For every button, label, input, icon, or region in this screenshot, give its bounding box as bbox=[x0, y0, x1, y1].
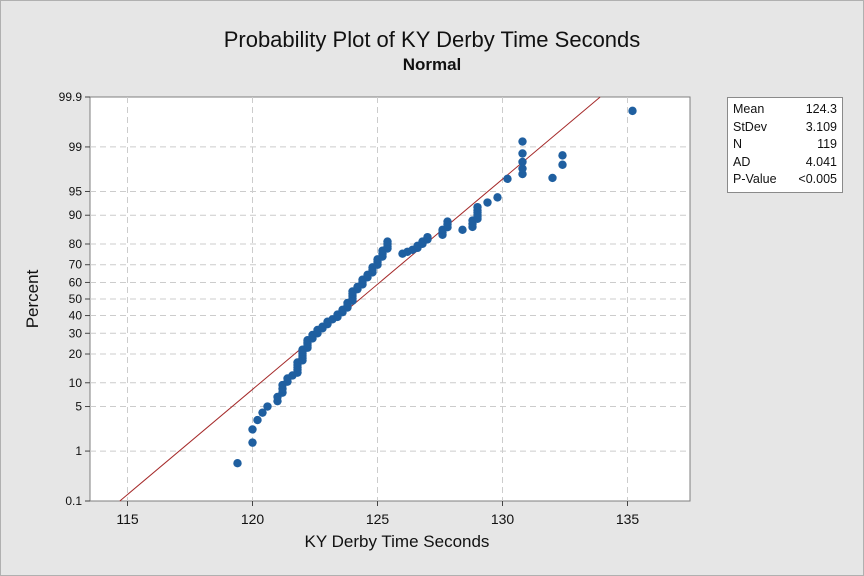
data-point bbox=[263, 402, 272, 411]
chart-subtitle: Normal bbox=[403, 55, 462, 74]
x-tick-label: 130 bbox=[491, 511, 515, 527]
data-point bbox=[503, 174, 512, 184]
data-point bbox=[248, 438, 257, 447]
stat-label: Mean bbox=[733, 102, 765, 116]
y-tick-label: 10 bbox=[69, 376, 83, 390]
x-tick-label: 120 bbox=[241, 511, 265, 527]
gridlines bbox=[90, 97, 690, 501]
y-tick-label: 95 bbox=[69, 184, 83, 198]
stat-label: StDev bbox=[733, 119, 768, 134]
stat-row-pvalue: P-Value <0.005 bbox=[733, 171, 837, 189]
y-axis-ticks: 0.1 1 5 10 20 30 40 50 60 70 80 90 95 99 99.9 bbox=[59, 90, 90, 508]
y-tick-label: 80 bbox=[69, 237, 83, 251]
stat-row-mean: Mean 124.3 bbox=[733, 101, 837, 119]
y-tick-label: 99 bbox=[69, 140, 83, 154]
y-tick-label: 70 bbox=[69, 258, 83, 272]
data-point bbox=[483, 198, 492, 207]
data-point bbox=[473, 202, 482, 212]
y-tick-label: 60 bbox=[69, 275, 83, 289]
y-tick-label: 40 bbox=[69, 309, 83, 323]
data-point bbox=[518, 157, 527, 167]
y-tick-label: 90 bbox=[69, 208, 83, 222]
data-point bbox=[518, 137, 527, 146]
x-axis-ticks: 115 120 125 130 135 bbox=[116, 501, 639, 527]
data-point bbox=[423, 232, 432, 242]
data-point bbox=[628, 106, 637, 116]
data-point bbox=[258, 408, 267, 417]
stat-label: N bbox=[733, 137, 743, 151]
data-point bbox=[558, 151, 567, 160]
data-point bbox=[518, 149, 527, 158]
data-point bbox=[443, 217, 452, 226]
y-tick-label: 30 bbox=[69, 326, 83, 340]
stat-value: 4.041 bbox=[805, 154, 837, 169]
stat-value: <0.005 bbox=[798, 172, 837, 186]
y-tick-label: 99.9 bbox=[59, 90, 83, 104]
x-tick-label: 115 bbox=[116, 511, 139, 527]
data-point bbox=[233, 459, 242, 468]
x-axis-label: KY Derby Time Seconds bbox=[305, 532, 490, 551]
statistics-legend: Mean 124.3 StDev 3.109 N 119 AD 4.041 P-… bbox=[727, 97, 843, 193]
data-point bbox=[493, 193, 502, 202]
stat-value: 3.109 bbox=[805, 119, 837, 134]
data-point bbox=[253, 415, 262, 425]
y-axis-label: Percent bbox=[23, 269, 42, 328]
data-point bbox=[548, 173, 557, 183]
data-point bbox=[248, 425, 257, 434]
stat-row-ad: AD 4.041 bbox=[733, 154, 837, 172]
y-tick-label: 0.1 bbox=[65, 494, 82, 508]
stat-value: 119 bbox=[817, 137, 837, 151]
y-tick-label: 5 bbox=[75, 400, 82, 414]
y-tick-label: 1 bbox=[75, 444, 82, 458]
x-tick-label: 125 bbox=[366, 511, 390, 527]
data-point bbox=[458, 225, 467, 235]
stat-label: AD bbox=[733, 154, 751, 169]
stat-row-n: N 119 bbox=[733, 136, 837, 154]
y-tick-label: 20 bbox=[69, 347, 83, 361]
data-points bbox=[233, 106, 637, 468]
x-tick-label: 135 bbox=[616, 511, 640, 527]
stat-row-stdev: StDev 3.109 bbox=[733, 119, 837, 137]
data-point bbox=[558, 160, 567, 169]
chart-title: Probability Plot of KY Derby Time Second… bbox=[224, 27, 641, 52]
data-point bbox=[383, 237, 392, 246]
y-tick-label: 50 bbox=[69, 292, 83, 306]
data-point bbox=[518, 164, 527, 173]
stat-value: 124.3 bbox=[805, 102, 837, 116]
stat-label: P-Value bbox=[733, 172, 777, 186]
